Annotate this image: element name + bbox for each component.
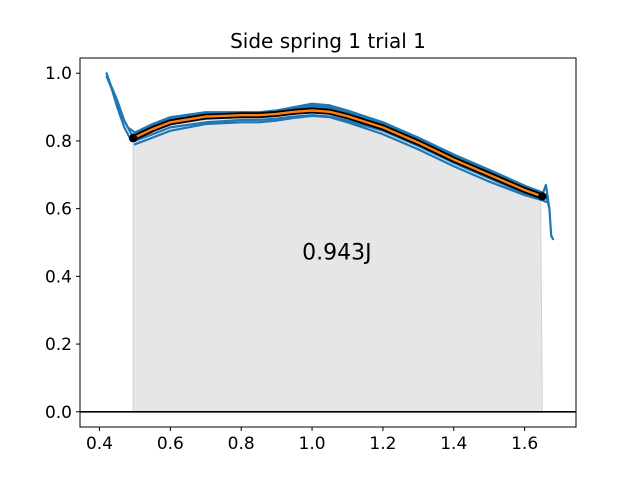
trial-trace-4 bbox=[133, 114, 544, 202]
x-tick-label: 1.2 bbox=[369, 434, 396, 454]
chart-title: Side spring 1 trial 1 bbox=[230, 29, 426, 53]
x-tick-label: 0.6 bbox=[157, 434, 184, 454]
plot-clipped-group bbox=[80, 72, 576, 413]
mean-line bbox=[131, 109, 544, 198]
x-tick-label: 1.0 bbox=[299, 434, 326, 454]
axes-frame bbox=[79, 57, 577, 428]
y-tick-label: 1.0 bbox=[45, 64, 72, 84]
area-annotation: 0.943J bbox=[302, 240, 371, 265]
x-tick-label: 0.4 bbox=[86, 434, 113, 454]
y-tick-label: 0.0 bbox=[45, 403, 72, 423]
plot-area: 0.943J bbox=[80, 72, 576, 413]
mean-end-point bbox=[538, 192, 547, 201]
x-tick-label: 1.6 bbox=[511, 434, 538, 454]
x-tick-label: 1.4 bbox=[440, 434, 467, 454]
axes: 0.4 0.6 0.8 1.0 1.2 1.4 1.6 0.0 0.2 0.4 0.6 0.8 1.0 bbox=[45, 57, 577, 454]
y-tick-label: 0.4 bbox=[45, 267, 72, 287]
y-tick-label: 0.8 bbox=[45, 132, 72, 152]
mean-start-point bbox=[128, 134, 138, 143]
y-tick-label: 0.6 bbox=[45, 200, 72, 220]
y-tick-label: 0.2 bbox=[45, 335, 72, 355]
x-tick-label: 0.8 bbox=[228, 434, 255, 454]
